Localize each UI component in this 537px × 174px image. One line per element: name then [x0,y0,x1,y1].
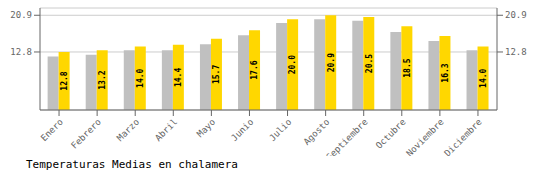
svg-text:20.0: 20.0 [288,55,297,74]
svg-text:Octubre: Octubre [374,117,408,151]
svg-text:14.4: 14.4 [174,68,183,87]
svg-text:Julio: Julio [267,117,293,143]
svg-text:Junio: Junio [229,117,255,143]
svg-text:20.9: 20.9 [327,53,336,72]
svg-text:20.9: 20.9 [505,10,527,20]
svg-text:13.2: 13.2 [98,70,107,89]
svg-text:12.8: 12.8 [10,47,32,57]
svg-text:12.8: 12.8 [60,71,69,90]
svg-text:Mayo: Mayo [195,117,217,139]
svg-text:Febrero: Febrero [69,117,103,151]
svg-text:20.9: 20.9 [10,10,32,20]
svg-text:Enero: Enero [39,117,65,143]
svg-text:14.0: 14.0 [136,68,145,87]
svg-text:Noviembre: Noviembre [404,117,446,156]
svg-text:12.8: 12.8 [505,47,527,57]
svg-text:20.5: 20.5 [365,54,374,73]
svg-text:18.5: 18.5 [403,58,412,77]
svg-text:Marzo: Marzo [115,117,141,143]
svg-text:Septiembre: Septiembre [324,117,369,156]
svg-text:17.6: 17.6 [250,60,259,79]
html-text:Temperaturas Medias en chalame: Temperaturas Medias en chalamera [26,158,238,171]
svg-text:Abril: Abril [153,117,179,143]
svg-text:14.0: 14.0 [479,68,488,87]
svg-text:15.7: 15.7 [212,65,221,84]
svg-text:16.3: 16.3 [441,63,450,82]
svg-text:Agosto: Agosto [301,117,331,147]
svg-text:Diciembre: Diciembre [442,117,484,156]
